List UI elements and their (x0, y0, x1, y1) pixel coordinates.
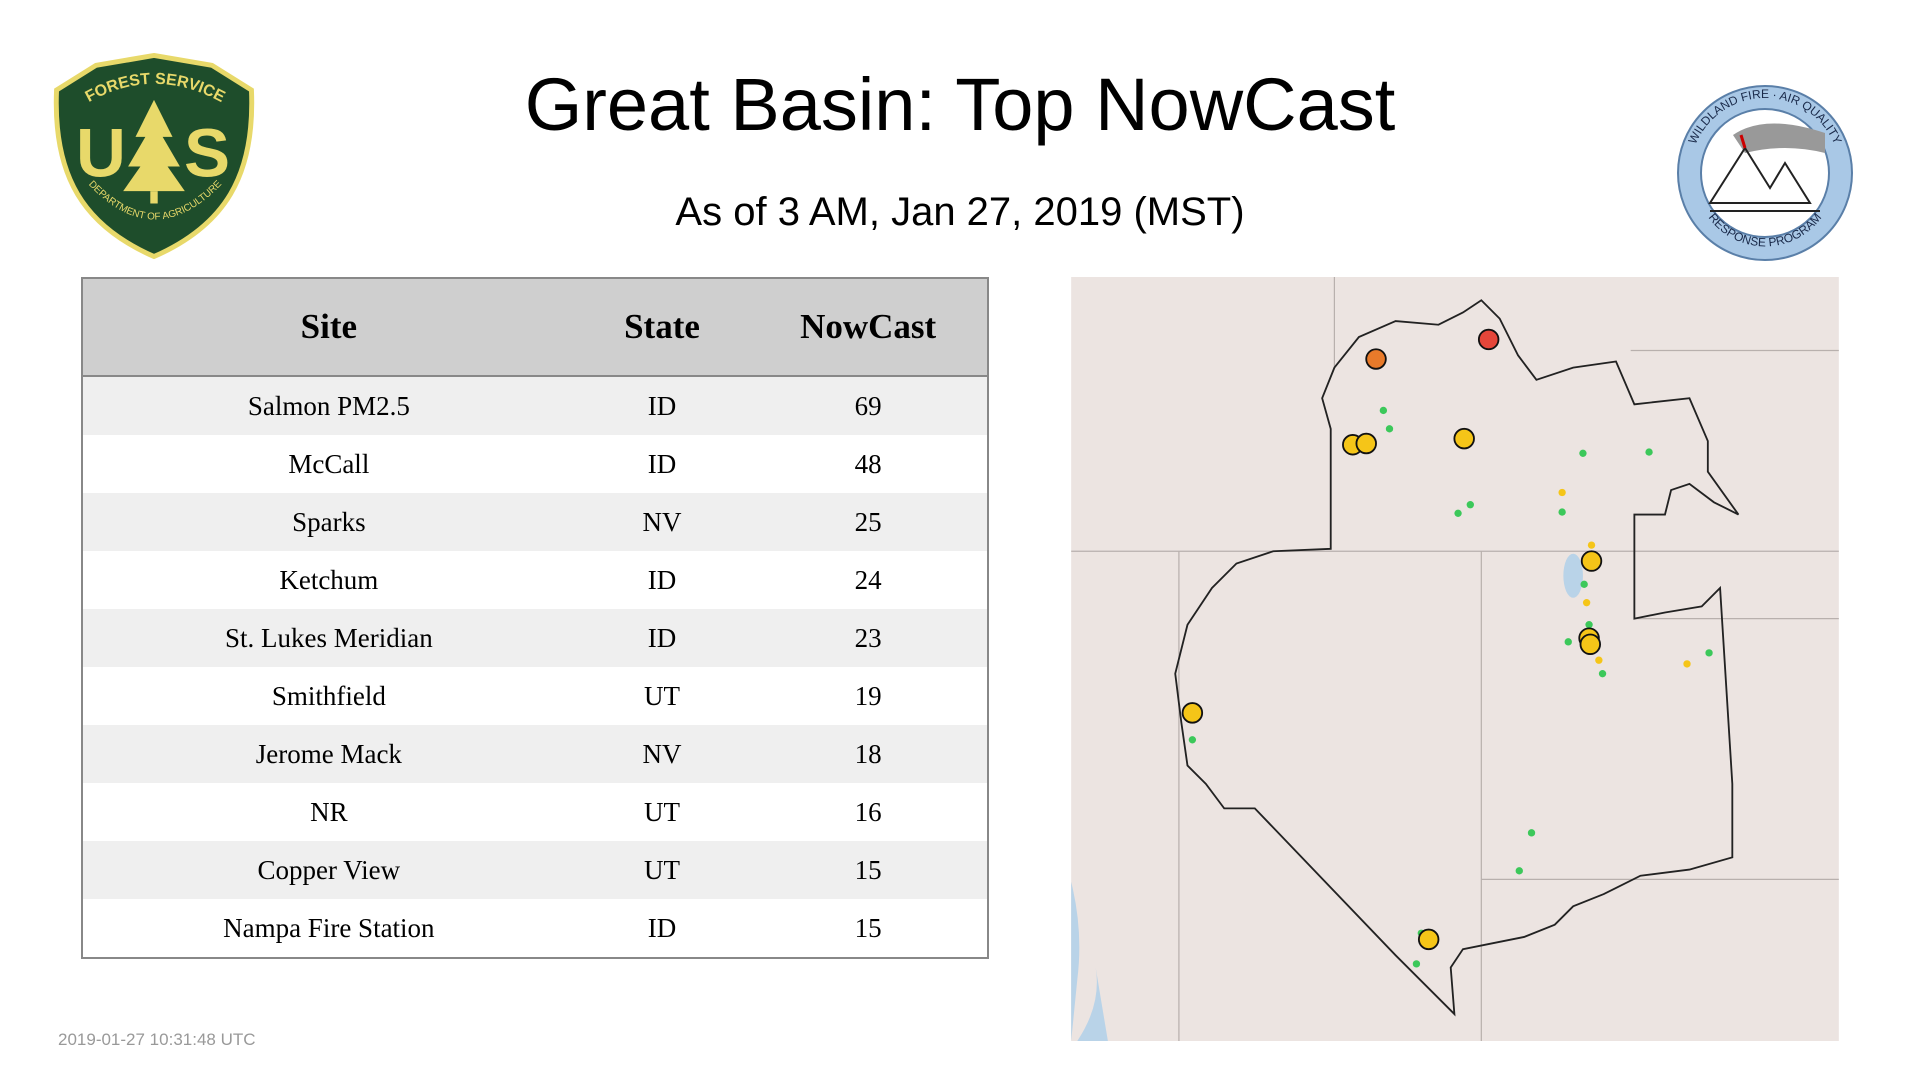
table-cell: 15 (749, 841, 988, 899)
table-row: Smithfield UT 19 (82, 667, 988, 725)
table-cell: UT (574, 841, 750, 899)
column-header: NowCast (749, 278, 988, 377)
usfs-letter: S (184, 113, 230, 191)
table-cell: ID (574, 376, 750, 435)
table-row: McCall ID 48 (82, 435, 988, 493)
usfs-logo: FOREST SERVICE U S DEPARTMENT OF AGRICUL… (53, 53, 255, 259)
table-cell: 24 (749, 551, 988, 609)
table-cell: 23 (749, 609, 988, 667)
table-cell: NR (82, 783, 575, 841)
map (1071, 277, 1839, 1041)
table-cell: 48 (749, 435, 988, 493)
usfs-letter: U (76, 113, 126, 191)
table-cell: Copper View (82, 841, 575, 899)
table-cell: ID (574, 551, 750, 609)
table-cell: Sparks (82, 493, 575, 551)
table-cell: Smithfield (82, 667, 575, 725)
subtitle: As of 3 AM, Jan 27, 2019 (MST) (675, 190, 1245, 234)
table-cell: McCall (82, 435, 575, 493)
nowcast-table: Site State NowCast Salmon PM2.5 ID 69 McCall I… (81, 277, 989, 959)
table-cell: ID (574, 899, 750, 958)
table-body: Salmon PM2.5 ID 69 McCall ID 48 Sparks NV 25 Ketc… (82, 376, 988, 958)
table-cell: 15 (749, 899, 988, 958)
table-row: Salmon PM2.5 ID 69 (82, 376, 988, 435)
title: Great Basin: Top NowCast (524, 63, 1396, 146)
table-cell: Ketchum (82, 551, 575, 609)
table-cell: Jerome Mack (82, 725, 575, 783)
column-header: Site (82, 278, 575, 377)
table-row: Sparks NV 25 (82, 493, 988, 551)
table-row: NR UT 16 (82, 783, 988, 841)
timestamp: 2019-01-27 10:31:48 UTC (58, 1030, 256, 1049)
table-cell: 16 (749, 783, 988, 841)
table-cell: ID (574, 435, 750, 493)
table-row: St. Lukes Meridian ID 23 (82, 609, 988, 667)
table-row: Jerome Mack NV 18 (82, 725, 988, 783)
table-cell: 18 (749, 725, 988, 783)
table-head: Site State NowCast (82, 278, 988, 377)
table-cell: Salmon PM2.5 (82, 376, 575, 435)
header-row: Site State NowCast (82, 278, 988, 377)
table-cell: NV (574, 493, 750, 551)
table-cell: UT (574, 783, 750, 841)
table-cell: St. Lukes Meridian (82, 609, 575, 667)
table-row: Copper View UT 15 (82, 841, 988, 899)
table-row: Ketchum ID 24 (82, 551, 988, 609)
table-cell: Nampa Fire Station (82, 899, 575, 958)
wfaqrp-logo: WILDLAND FIRE · AIR QUALITY RESPONSE PRO… (1677, 85, 1853, 261)
table-cell: ID (574, 609, 750, 667)
table-cell: UT (574, 667, 750, 725)
table-cell: 69 (749, 376, 988, 435)
table-cell: NV (574, 725, 750, 783)
table-row: Nampa Fire Station ID 15 (82, 899, 988, 958)
table-cell: 25 (749, 493, 988, 551)
table-cell: 19 (749, 667, 988, 725)
column-header: State (574, 278, 750, 377)
